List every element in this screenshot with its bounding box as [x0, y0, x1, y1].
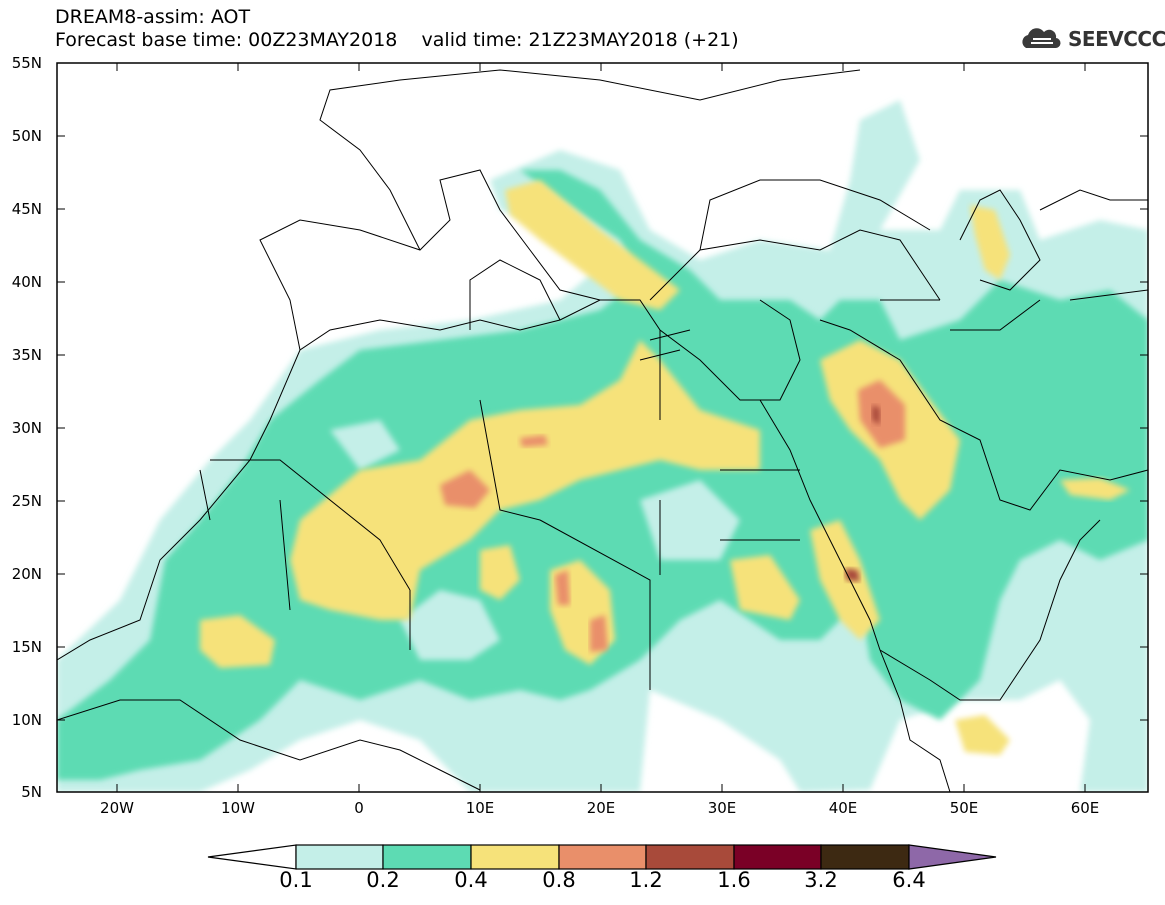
colorbar-high-triangle: [908, 844, 997, 870]
axis-ticks: [57, 62, 1148, 792]
colorbar-label: 6.4: [892, 868, 926, 892]
aot-field: [57, 100, 1148, 792]
lon-label: 30E: [707, 799, 737, 817]
lat-label: 20N: [11, 565, 42, 583]
colorbar-low-triangle: [207, 844, 297, 870]
colorbar-label: 1.2: [629, 868, 663, 892]
colorbar-box-5: [645, 844, 735, 870]
coastlines: [57, 69, 1148, 792]
lon-label: 10E: [465, 799, 495, 817]
lon-label: 0: [354, 799, 364, 817]
cloud-logo-icon: [1022, 28, 1061, 49]
lat-label: 30N: [11, 419, 42, 437]
colorbar-box-4: [558, 844, 647, 870]
lon-label: 10W: [221, 799, 255, 817]
lat-label: 10N: [11, 711, 42, 729]
colorbar-box-6: [733, 844, 822, 870]
aot-band-0.8: [858, 380, 905, 448]
colorbar-box-1: [295, 844, 384, 870]
colorbar: [207, 844, 997, 870]
colorbar-label: 3.2: [804, 868, 838, 892]
lat-label: 25N: [11, 492, 42, 510]
lon-label: 60E: [1070, 799, 1100, 817]
lat-label: 15N: [11, 638, 42, 656]
lat-label: 50N: [11, 127, 42, 145]
logo-text: SEEVCCC: [1068, 27, 1165, 51]
lon-label: 40E: [828, 799, 858, 817]
colorbar-label: 1.6: [717, 868, 751, 892]
lat-label: 45N: [11, 200, 42, 218]
colorbar-box-7: [820, 844, 910, 870]
colorbar-box-3: [470, 844, 560, 870]
lon-label: 20E: [586, 799, 616, 817]
map-title: DREAM8-assim: AOT: [55, 6, 251, 28]
forecast-time-subtitle: Forecast base time: 00Z23MAY2018 valid t…: [55, 29, 739, 51]
colorbar-label: 0.4: [454, 868, 488, 892]
lat-label: 35N: [11, 346, 42, 364]
colorbar-label: 0.8: [542, 868, 576, 892]
colorbar-label: 0.2: [366, 868, 400, 892]
lat-label: 55N: [11, 54, 42, 72]
lon-label: 50E: [949, 799, 979, 817]
colorbar-label: 0.1: [279, 868, 313, 892]
lon-label: 20W: [100, 799, 134, 817]
aot-band-0.4: [290, 340, 760, 620]
aot-band-0.2: [57, 170, 1148, 780]
lat-label: 5N: [21, 783, 42, 801]
lat-label: 40N: [11, 273, 42, 291]
colorbar-box-2: [382, 844, 472, 870]
